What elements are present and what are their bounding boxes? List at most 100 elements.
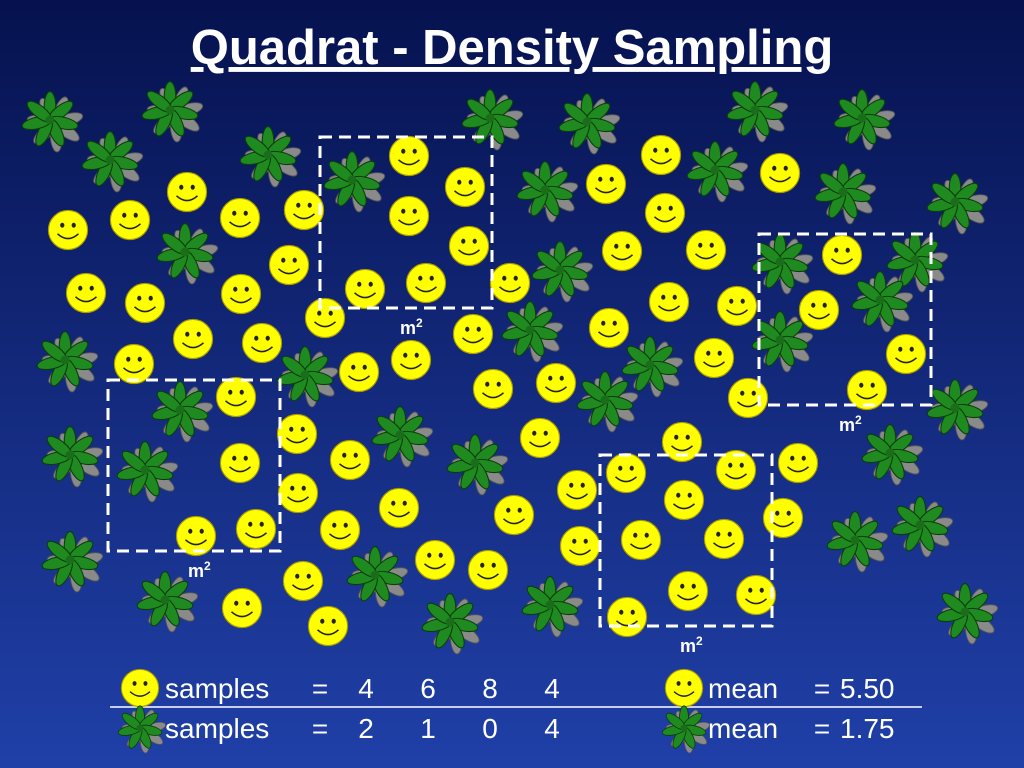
smiley-icon: [777, 442, 819, 484]
smiley-icon: [219, 197, 261, 239]
smiley-icon: [762, 497, 804, 539]
smiley-icon: [885, 333, 927, 375]
smiley-icon: [559, 525, 601, 567]
smiley-icon: [307, 605, 349, 647]
smiley-icon: [235, 508, 277, 550]
smiley-icon: [601, 230, 643, 272]
smiley-icon: [220, 273, 262, 315]
smiley-icon: [221, 587, 263, 629]
smiley-icon: [388, 195, 430, 237]
summary: samples = 4 6 8 4 mean = 5.50 samples = 2 1 0 4 mean = 1.…: [114, 668, 895, 761]
smiley-icon: [685, 229, 727, 271]
smiley-icon: [519, 417, 561, 459]
smiley-icon: [405, 262, 447, 304]
smiley-icon: [215, 376, 257, 418]
sample-count: 2: [358, 713, 374, 744]
smiley-icon: [489, 262, 531, 304]
sample-count: 4: [544, 713, 560, 744]
smiley-icon: [109, 199, 151, 241]
quadrat-exponent: 2: [855, 413, 862, 427]
smiley-icon: [166, 171, 208, 213]
smiley-icon: [727, 377, 769, 419]
smiley-icon: [120, 668, 160, 708]
quadrat-unit: m: [680, 636, 696, 656]
smiley-icon: [663, 479, 705, 521]
smiley-icon: [282, 560, 324, 602]
smiley-icon: [535, 362, 577, 404]
sample-count: 6: [420, 673, 436, 704]
smiley-icon: [798, 289, 840, 331]
smiley-icon: [113, 343, 155, 385]
smiley-icon: [452, 313, 494, 355]
smiley-icon: [304, 297, 346, 339]
smiley-icon: [388, 135, 430, 177]
smiley-icon: [378, 487, 420, 529]
quadrat-label: m2: [680, 634, 703, 656]
smiley-icon: [493, 494, 535, 536]
row-equals: =: [312, 713, 328, 744]
smiley-icon: [664, 668, 704, 708]
row-equals: =: [312, 673, 328, 704]
quadrat-frame: [757, 232, 933, 407]
smiley-icon: [414, 539, 456, 581]
quadrat-unit: m: [839, 415, 855, 435]
smiley-icon: [759, 152, 801, 194]
mean-equals: =: [814, 713, 830, 744]
smiley-icon: [606, 596, 648, 638]
row-label: samples: [165, 673, 269, 704]
smiley-icon: [693, 337, 735, 379]
smiley-icon: [319, 509, 361, 551]
smiley-icon: [648, 281, 690, 323]
smiley-icon: [556, 469, 598, 511]
row-label: samples: [165, 713, 269, 744]
mean-label: mean: [708, 673, 778, 704]
smiley-icon: [644, 192, 686, 234]
quadrat-exponent: 2: [416, 316, 423, 330]
smiley-icon: [640, 134, 682, 176]
mean-value: 1.75: [840, 713, 895, 744]
smiley-icon: [283, 189, 325, 231]
smiley-icon: [588, 307, 630, 349]
smiley-icon: [585, 163, 627, 205]
smiley-icon: [703, 518, 745, 560]
sample-count: 8: [482, 673, 498, 704]
mean-equals: =: [814, 673, 830, 704]
quadrat-frame: [106, 378, 282, 553]
smiley-icon: [735, 574, 777, 616]
smiley-icon: [448, 225, 490, 267]
quadrat-unit: m: [188, 561, 204, 581]
smiley-icon: [172, 318, 214, 360]
smiley-icon: [219, 442, 261, 484]
smiley-icon: [276, 413, 318, 455]
mean-label: mean: [708, 713, 778, 744]
title: Quadrat - Density Sampling: [191, 21, 834, 75]
smiley-icon: [65, 272, 107, 314]
smiley-icon: [338, 351, 380, 393]
quadrat-label: m2: [400, 316, 423, 338]
quadrat-label: m2: [188, 559, 211, 581]
sample-count: 1: [420, 713, 436, 744]
mean-value: 5.50: [840, 673, 895, 704]
quadrat-unit: m: [400, 318, 416, 338]
smiley-icon: [716, 285, 758, 327]
quadrat-exponent: 2: [204, 559, 211, 573]
smiley-icon: [472, 368, 514, 410]
sample-count: 4: [544, 673, 560, 704]
quadrat-exponent: 2: [696, 634, 703, 648]
smiley-icon: [390, 339, 432, 381]
smiley-icon: [444, 166, 486, 208]
smiley-icon: [467, 549, 509, 591]
sample-count: 0: [482, 713, 498, 744]
smiley-icon: [268, 244, 310, 286]
smiley-icon: [47, 209, 89, 251]
smiley-icon: [124, 282, 166, 324]
quadrat-frame: [318, 135, 494, 310]
quadrat-frame: [598, 453, 774, 628]
smiley-icon: [620, 519, 662, 561]
smiley-icon: [329, 439, 371, 481]
smiley-icon: [605, 452, 647, 494]
sample-count: 4: [358, 673, 374, 704]
smiley-icon: [277, 472, 319, 514]
